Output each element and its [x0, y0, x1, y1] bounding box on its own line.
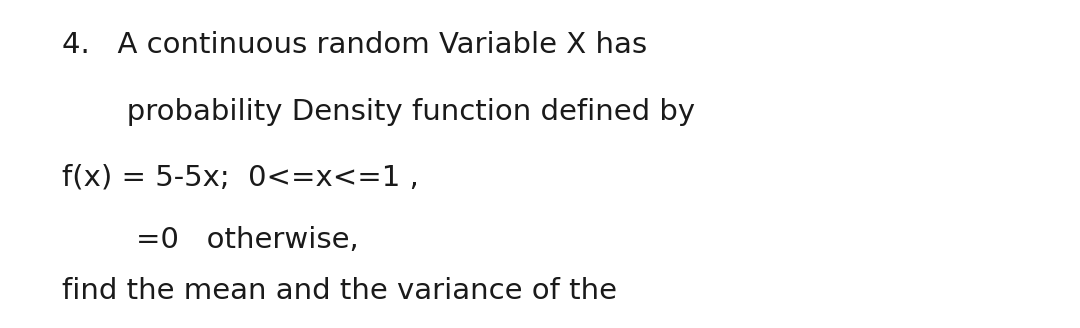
Text: probability Density function defined by: probability Density function defined by — [62, 98, 694, 126]
Text: f(x) = 5-5x;  0<=x<=1 ,: f(x) = 5-5x; 0<=x<=1 , — [62, 164, 418, 192]
Text: 4.   A continuous random Variable X has: 4. A continuous random Variable X has — [62, 31, 647, 59]
Text: find the mean and the variance of the: find the mean and the variance of the — [62, 277, 617, 305]
Text: =0   otherwise,: =0 otherwise, — [62, 226, 359, 254]
